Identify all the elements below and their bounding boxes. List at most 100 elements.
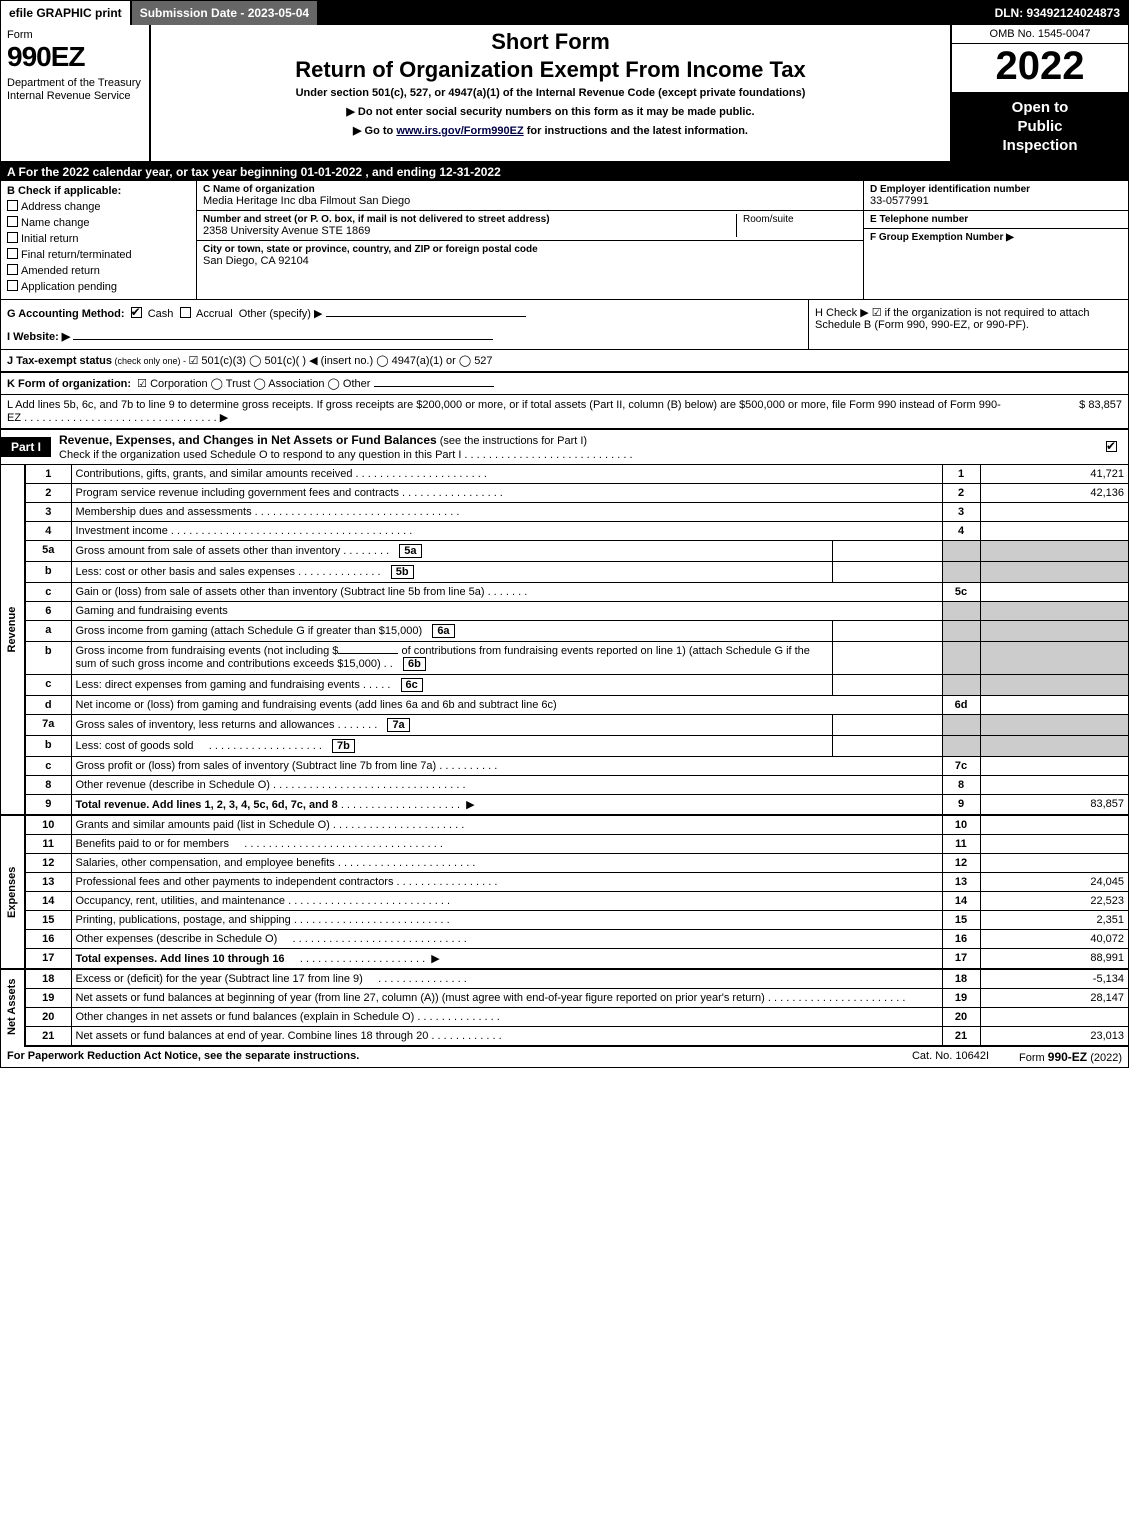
line-7b-code-shade — [942, 736, 980, 757]
line-14-num: 14 — [25, 892, 71, 911]
line-6c-code-shade — [942, 675, 980, 696]
k-other-blank — [374, 386, 494, 387]
line-5a-amt-shade — [980, 541, 1128, 562]
b-opt-application-pending[interactable]: Application pending — [7, 279, 190, 293]
line-12-num: 12 — [25, 854, 71, 873]
topbar-spacer — [319, 1, 986, 25]
line-5b-sub: 5b — [391, 565, 414, 579]
part-i-title-text: Revenue, Expenses, and Changes in Net As… — [59, 433, 437, 447]
line-3-num: 3 — [25, 503, 71, 522]
line-19-amt: 28,147 — [980, 989, 1128, 1008]
line-6-code-shade — [942, 602, 980, 621]
b-opt-address-change[interactable]: Address change — [7, 199, 190, 213]
l-value: $ 83,857 — [1002, 399, 1122, 424]
line-7c-num: c — [25, 757, 71, 776]
section-c: C Name of organization Media Heritage In… — [197, 181, 864, 299]
g-accounting: G Accounting Method: Cash Accrual Other … — [1, 300, 808, 349]
b-opt-final-return[interactable]: Final return/terminated — [7, 247, 190, 261]
line-5c-num: c — [25, 583, 71, 602]
irs-link[interactable]: www.irs.gov/Form990EZ — [396, 125, 523, 137]
tax-year: 2022 — [952, 44, 1128, 93]
line-4-num: 4 — [25, 522, 71, 541]
line-6d-code: 6d — [942, 696, 980, 715]
e-tel-row: E Telephone number — [864, 211, 1128, 229]
part-i-checkline: Check if the organization used Schedule … — [59, 449, 633, 461]
c-name-label: C Name of organization — [203, 184, 857, 195]
b-opt-name-change[interactable]: Name change — [7, 215, 190, 229]
g-accrual-label: Accrual — [196, 308, 233, 320]
line-1-desc: Contributions, gifts, grants, and simila… — [76, 468, 353, 480]
line-6a-amt-shade — [980, 621, 1128, 642]
top-bar: efile GRAPHIC print Submission Date - 20… — [1, 1, 1128, 25]
line-5c-code: 5c — [942, 583, 980, 602]
footer-right-pre: Form — [1019, 1052, 1048, 1064]
line-5b-subamt — [832, 562, 942, 583]
b-opt-3-label: Final return/terminated — [21, 249, 132, 261]
line-7a-num: 7a — [25, 715, 71, 736]
section-bcd: B Check if applicable: Address change Na… — [1, 181, 1128, 300]
line-9-amt: 83,857 — [980, 795, 1128, 816]
line-21-desc: Net assets or fund balances at end of ye… — [76, 1030, 429, 1042]
b-opt-initial-return[interactable]: Initial return — [7, 231, 190, 245]
b-opt-2-label: Initial return — [21, 233, 78, 245]
line-7b-amt-shade — [980, 736, 1128, 757]
line-9-desc: Total revenue. Add lines 1, 2, 3, 4, 5c,… — [76, 799, 338, 811]
form-header: Form 990EZ Department of the Treasury In… — [1, 25, 1128, 163]
b-opt-1-label: Name change — [21, 217, 90, 229]
line-5a-num: 5a — [25, 541, 71, 562]
line-5c-desc: Gain or (loss) from sale of assets other… — [76, 586, 485, 598]
g-accrual-checkbox[interactable] — [180, 307, 191, 318]
line-6-desc: Gaming and fundraising events — [76, 605, 228, 617]
line-2-code: 2 — [942, 484, 980, 503]
j-sub: (check only one) - — [112, 356, 189, 366]
line-17-amt: 88,991 — [980, 949, 1128, 970]
part-i-header: Part I Revenue, Expenses, and Changes in… — [1, 430, 1128, 465]
line-7a-sub: 7a — [387, 718, 409, 732]
instr2-prefix: ▶ Go to — [353, 125, 396, 137]
line-6b-amt-shade — [980, 642, 1128, 675]
d-ein-label: D Employer identification number — [870, 184, 1122, 195]
line-6a-num: a — [25, 621, 71, 642]
c-city-row: City or town, state or province, country… — [197, 241, 863, 270]
footer-right: Form 990-EZ (2022) — [1019, 1050, 1122, 1064]
i-label: I Website: ▶ — [7, 331, 70, 343]
line-4-desc: Investment income — [76, 525, 168, 537]
form-header-left: Form 990EZ Department of the Treasury In… — [1, 25, 151, 161]
line-8-num: 8 — [25, 776, 71, 795]
line-10-code: 10 — [942, 815, 980, 835]
b-label: B Check if applicable: — [7, 185, 121, 197]
line-20-desc: Other changes in net assets or fund bala… — [76, 1011, 415, 1023]
line-13-amt: 24,045 — [980, 873, 1128, 892]
line-6b-num: b — [25, 642, 71, 675]
line-18-code: 18 — [942, 969, 980, 989]
line-6a-desc: Gross income from gaming (attach Schedul… — [76, 625, 423, 637]
c-name-row: C Name of organization Media Heritage In… — [197, 181, 863, 211]
line-18-amt: -5,134 — [980, 969, 1128, 989]
line-5b-num: b — [25, 562, 71, 583]
line-7c-amt — [980, 757, 1128, 776]
line-3-desc: Membership dues and assessments — [76, 506, 252, 518]
g-cash-checkbox[interactable] — [131, 307, 142, 318]
instruction-2: ▶ Go to www.irs.gov/Form990EZ for instru… — [159, 124, 942, 137]
line-6a-sub: 6a — [432, 624, 454, 638]
line-6d-num: d — [25, 696, 71, 715]
part-i-checkbox[interactable] — [1098, 440, 1128, 454]
line-6c-subamt — [832, 675, 942, 696]
footer-right-form: 990-EZ — [1048, 1050, 1087, 1064]
line-5b-amt-shade — [980, 562, 1128, 583]
line-7c-code: 7c — [942, 757, 980, 776]
line-2-num: 2 — [25, 484, 71, 503]
line-6b-sub: 6b — [403, 657, 426, 671]
line-10-desc: Grants and similar amounts paid (list in… — [76, 819, 330, 831]
c-city-label: City or town, state or province, country… — [203, 244, 857, 255]
b-opt-5-label: Application pending — [21, 281, 117, 293]
line-6-num: 6 — [25, 602, 71, 621]
line-3-code: 3 — [942, 503, 980, 522]
b-opt-amended-return[interactable]: Amended return — [7, 263, 190, 277]
line-12-amt — [980, 854, 1128, 873]
line-3-amt — [980, 503, 1128, 522]
omb-number: OMB No. 1545-0047 — [952, 25, 1128, 44]
line-1-num: 1 — [25, 465, 71, 484]
line-11-code: 11 — [942, 835, 980, 854]
section-def: D Employer identification number 33-0577… — [864, 181, 1128, 299]
